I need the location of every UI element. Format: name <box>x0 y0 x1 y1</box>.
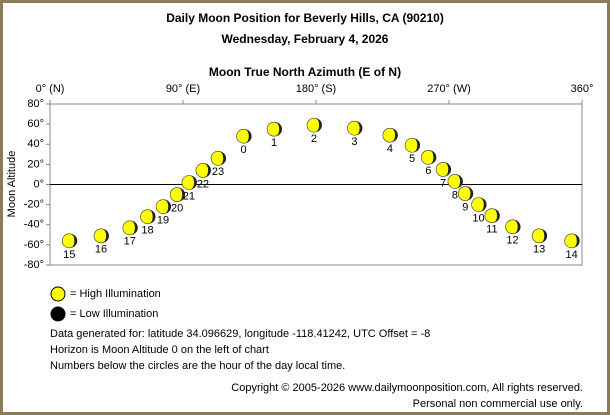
x-tick-label: 0° (N) <box>36 83 65 95</box>
point-label: 14 <box>566 249 578 261</box>
point-label: 17 <box>124 236 136 248</box>
moon-shadow <box>429 150 437 165</box>
moon-shadow <box>492 208 500 223</box>
x-tick-label: 90° (E) <box>166 83 200 95</box>
point-label: 18 <box>141 225 153 237</box>
point-label: 8 <box>452 189 458 201</box>
y-tick-label: -60° <box>24 239 44 251</box>
y-tick-label: 40° <box>27 138 44 150</box>
legend-label: = Low Illumination <box>70 308 158 320</box>
point-label: 6 <box>425 165 431 177</box>
moon-shadow <box>355 121 363 136</box>
moon-shadow <box>540 228 548 243</box>
point-label: 2 <box>311 133 317 145</box>
y-tick-label: 60° <box>27 118 44 130</box>
point-label: 20 <box>171 202 183 214</box>
moon-shadow <box>189 175 197 190</box>
x-tick-label: 270° (W) <box>427 83 471 95</box>
moon-shadow <box>572 233 580 248</box>
point-label: 19 <box>157 215 169 227</box>
point-label: 21 <box>183 190 195 202</box>
moon-shadow <box>479 197 487 212</box>
legend-label: = High Illumination <box>70 288 161 300</box>
point-label: 12 <box>506 235 518 247</box>
point-label: 1 <box>271 137 277 149</box>
moon-shadow <box>203 163 211 178</box>
moon-shadow <box>513 219 521 234</box>
y-axis-label: Moon Altitude <box>6 151 18 218</box>
moon-shadow <box>444 162 452 177</box>
moon-shadow <box>70 233 78 248</box>
point-label: 16 <box>95 244 107 256</box>
point-label: 15 <box>63 249 75 261</box>
point-label: 5 <box>409 153 415 165</box>
moon-shadow <box>178 187 186 202</box>
y-tick-label: -20° <box>24 199 44 211</box>
point-label: 3 <box>351 136 357 148</box>
y-tick-label: -80° <box>24 259 44 271</box>
note: Numbers below the circles are the hour o… <box>50 360 345 372</box>
point-label: 23 <box>212 166 224 178</box>
moon-shadow <box>275 122 283 137</box>
moon-shadow <box>390 128 398 143</box>
moon-shadow <box>466 186 474 201</box>
point-label: 13 <box>533 244 545 256</box>
x-tick-label: 360° <box>571 83 594 95</box>
moon-shadow <box>148 209 156 224</box>
moon-shadow <box>130 220 138 235</box>
point-label: 0 <box>241 144 247 156</box>
chart-title: Daily Moon Position for Beverly Hills, C… <box>166 11 444 25</box>
moon-shadow <box>413 138 421 153</box>
copyright: Personal non commercial use only. <box>413 398 583 410</box>
moon-shadow <box>164 199 172 214</box>
point-label: 9 <box>462 201 468 213</box>
moon-shadow <box>314 118 322 133</box>
moon-shadow <box>219 151 227 166</box>
note: Data generated for: latitude 34.096629, … <box>50 328 430 340</box>
chart-subtitle: Wednesday, February 4, 2026 <box>222 32 389 46</box>
point-label: 10 <box>472 213 484 225</box>
y-tick-label: 0° <box>33 178 44 190</box>
x-tick-label: 180° (S) <box>296 83 336 95</box>
legend-swatch <box>50 286 66 302</box>
moon-shadow <box>455 174 463 189</box>
point-label: 7 <box>440 177 446 189</box>
x-axis-label: Moon True North Azimuth (E of N) <box>209 65 401 79</box>
copyright: Copyright © 2005-2026 www.dailymoonposit… <box>231 382 583 394</box>
y-tick-label: 80° <box>27 98 44 110</box>
legend-swatch <box>50 306 66 322</box>
y-tick-label: -40° <box>24 219 44 231</box>
moon-shadow <box>244 129 252 144</box>
y-tick-label: 20° <box>27 158 44 170</box>
moon-shadow <box>101 228 109 243</box>
note: Horizon is Moon Altitude 0 on the left o… <box>50 344 269 356</box>
point-label: 22 <box>197 178 209 190</box>
point-label: 11 <box>486 224 497 236</box>
point-label: 4 <box>387 143 393 155</box>
